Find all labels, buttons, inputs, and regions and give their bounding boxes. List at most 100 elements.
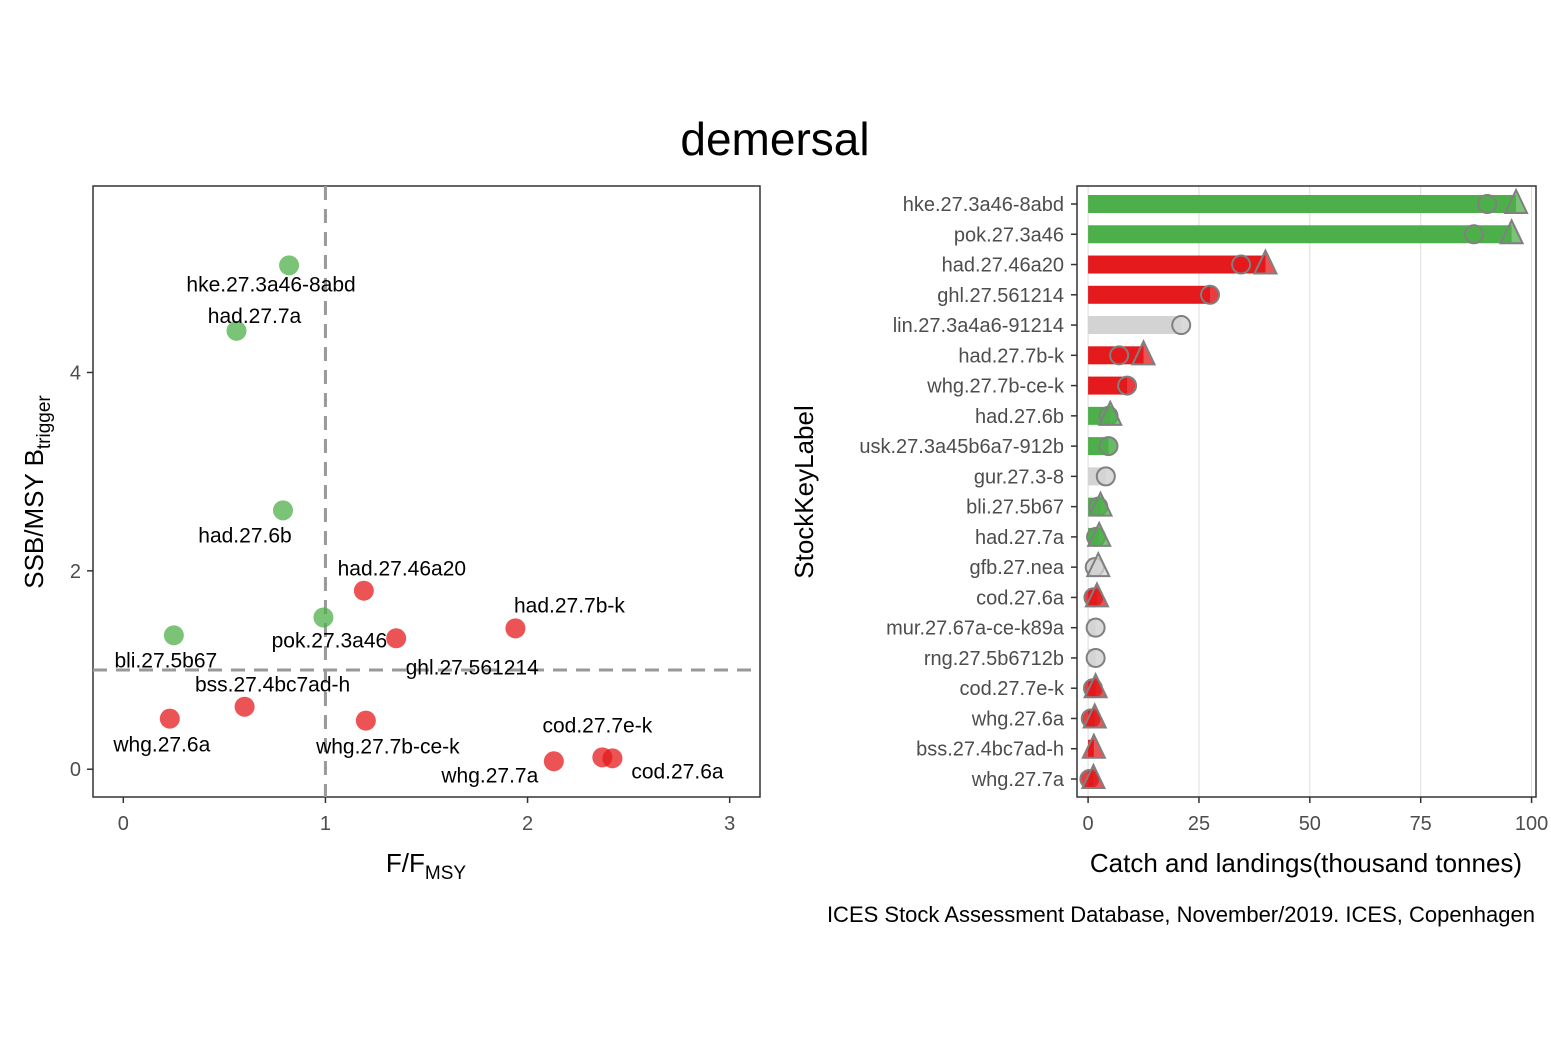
bar-x-ticks: 0 25 50 75 100 [1083,797,1548,835]
scatter-y-axis-label: SSB/MSY Btrigger [19,395,55,589]
bar-category-label: ghl.27.561214 [937,285,1064,307]
scatter-x-tick-label: 3 [724,813,735,835]
catch-bar-whg.27.7b-ce-k [1088,376,1128,395]
scatter-point-whg.27.6a [159,708,180,729]
bar-category-label: whg.27.7a [971,769,1065,791]
scatter-x-axis-label-main: F/F [386,848,425,878]
bar-category-label: had.27.6b [975,406,1064,428]
scatter-points [159,255,623,772]
source-caption: ICES Stock Assessment Database, November… [827,902,1535,927]
landings-marker-ghl.27.561214 [1200,284,1221,305]
scatter-y-ticks: 0 2 4 [70,362,93,781]
catch-marker-pok.27.3a46 [1499,217,1525,245]
catch-marker-gfb.27.nea [1085,550,1111,578]
catch-marker-had.27.6b [1097,399,1123,426]
catch-marker-had.27.7a [1086,520,1112,547]
bar-category-label: hke.27.3a46-8abd [903,194,1064,216]
point-label: whg.27.7a [440,764,538,787]
point-label: cod.27.7e-k [542,714,652,737]
landings-marker-gur.27.3-8 [1095,466,1116,487]
bar-category-label: rng.27.5b6712b [924,648,1064,670]
bar-category-label: mur.27.67a-ce-k89a [886,618,1065,640]
scatter-point-whg.27.7b-ce-k [355,710,376,731]
reference-lines [93,186,760,797]
point-label: whg.27.7b-ce-k [315,736,460,759]
point-label: pok.27.3a46 [272,629,388,652]
bar-category-label: had.27.7b-k [958,345,1065,367]
catch-marker-bli.27.5b67 [1087,490,1114,517]
bar-panel-border [1076,185,1537,798]
bar-category-label: cod.27.7e-k [959,678,1065,700]
scatter-x-tick-label: 1 [320,813,331,835]
point-label: had.27.7b-k [514,594,625,617]
catch-marker-whg.27.6a [1082,702,1108,729]
catch-marker-whg.27.7a [1080,762,1106,789]
bar-y-axis-label: StockKeyLabel [789,405,819,578]
bar-category-label: had.27.46a20 [942,255,1064,277]
scatter-panel-border [92,185,761,798]
catch-bar-pok.27.3a46 [1088,225,1512,244]
point-label: bli.27.5b67 [114,649,217,672]
landings-marker-pok.27.3a46 [1463,224,1484,245]
catch-markers [1080,187,1529,789]
catch-bar-had.27.46a20 [1088,255,1266,274]
scatter-x-tick-label: 0 [118,813,129,835]
bar-category-label: gfb.27.nea [969,557,1064,579]
bar-x-tick-label: 0 [1083,813,1094,835]
catch-bar-lin.27.3a4a6-91214 [1088,316,1182,335]
scatter-point-bss.27.4bc7ad-h [234,696,255,717]
landings-marker-mur.27.67a-ce-k89a [1085,617,1106,638]
point-label: cod.27.6a [631,760,724,783]
bar-category-label: lin.27.3a4a6-91214 [893,315,1064,337]
point-label: hke.27.3a46-8abd [186,273,355,296]
landings-marker-lin.27.3a4a6-91214 [1171,315,1192,336]
scatter-x-axis-label-sub: MSY [425,863,467,884]
catch-bars [1088,195,1517,788]
bar-x-tick-label: 75 [1410,813,1432,835]
scatter-point-pok.27.3a46 [313,607,334,628]
scatter-point-bli.27.5b67 [163,625,184,646]
scatter-point-had.27.46a20 [353,580,374,601]
point-label: had.27.46a20 [338,558,466,581]
bar-category-label: had.27.7a [975,527,1065,549]
scatter-y-axis-label-sub: trigger [34,395,55,450]
catch-marker-bss.27.4bc7ad-h [1081,732,1107,759]
catch-bar-hke.27.3a46-8abd [1088,195,1517,213]
bar-x-tick-label: 25 [1188,813,1210,835]
catch-bar-ghl.27.561214 [1088,285,1211,304]
bar-category-label: gur.27.3-8 [974,466,1064,488]
bar-x-tick-label: 50 [1299,813,1321,835]
scatter-point-ghl.27.561214 [386,628,407,649]
catch-marker-hke.27.3a46-8abd [1503,187,1529,214]
landings-markers [1079,194,1498,789]
scatter-x-tick-label: 2 [522,813,533,835]
landings-marker-rng.27.5b6712b [1085,647,1106,668]
scatter-point-labels: hke.27.3a46-8abd had.27.7a had.27.6b pok.27… [112,273,724,787]
point-label: had.27.7a [208,305,302,328]
scatter-point-had.27.7a [226,320,247,341]
landings-marker-hke.27.3a46-8abd [1477,194,1498,214]
figure-title: demersal [680,113,869,165]
bar-category-label: bss.27.4bc7ad-h [916,739,1064,761]
scatter-y-tick-label: 2 [70,561,81,583]
scatter-point-hke.27.3a46-8abd [279,255,300,276]
bar-x-tick-label: 100 [1515,813,1548,835]
point-label: ghl.27.561214 [406,656,539,679]
scatter-y-tick-label: 0 [70,759,81,781]
scatter-point-whg.27.7a [543,751,564,772]
catch-marker-had.27.7b-k [1130,338,1157,366]
catch-marker-cod.27.6a [1084,581,1110,608]
bar-category-label: whg.27.6a [971,708,1065,730]
landings-marker-had.27.7b-k [1109,345,1130,366]
bar-x-axis-label: Catch and landings(thousand tonnes) [1090,848,1522,878]
point-label: bss.27.4bc7ad-h [195,674,350,697]
scatter-point-had.27.7b-k [505,618,526,639]
kobe-scatter-plot: hke.27.3a46-8abd had.27.7a had.27.6b pok.27… [19,185,761,884]
bar-category-label: bli.27.5b67 [966,497,1064,519]
scatter-x-ticks: 0 1 2 3 [118,797,735,835]
catch-marker-had.27.46a20 [1252,248,1279,275]
scatter-x-axis-label: F/FMSY [386,848,467,884]
bar-category-labels: hke.27.3a46-8abd pok.27.3a46 had.27.46a20 g… [859,194,1077,791]
bar-category-label: usk.27.3a45b6a7-912b [859,436,1064,458]
